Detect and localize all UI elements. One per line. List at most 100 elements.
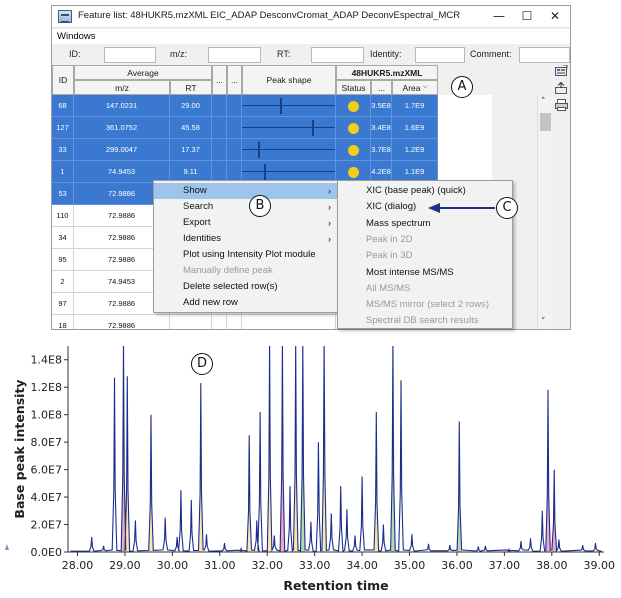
x-tick-label: 30.00 xyxy=(157,559,189,572)
cell-id-value: 18 xyxy=(58,321,67,330)
cell-id-value: 97 xyxy=(58,299,67,308)
col-status-header[interactable]: Status xyxy=(336,80,371,95)
cell-id-value: 95 xyxy=(58,255,67,264)
filter-identity-input[interactable] xyxy=(415,47,465,63)
menu-item-label: Show xyxy=(183,185,207,196)
app-icon xyxy=(58,10,72,23)
menu-item-delete-selected-row-s[interactable]: Delete selected row(s) xyxy=(154,279,338,295)
menu-item-search[interactable]: Search › xyxy=(154,199,338,215)
submenu-item-all-ms-ms[interactable]: All MS/MS xyxy=(338,281,512,297)
cell-rt-value: 9.11 xyxy=(183,167,198,176)
title-bar[interactable]: Feature list: 48HUKR5.mzXML EIC_ADAP Des… xyxy=(52,6,570,28)
filter-rt-input[interactable] xyxy=(311,47,364,63)
table-row[interactable]: 68 147.0231 29.00 3.5E8 1.7E9 xyxy=(52,95,492,117)
y-axis-label: Base peak intensity xyxy=(12,379,27,518)
menu-item-manually-define-peak[interactable]: Manually define peak xyxy=(154,263,338,279)
callout-c: C xyxy=(496,197,518,219)
col-more-header[interactable]: ... xyxy=(227,65,242,95)
y-tick-label: 8.0E7 xyxy=(31,436,62,449)
scroll-down-icon[interactable]: ˅ xyxy=(541,317,546,327)
status-dot-icon xyxy=(347,122,359,134)
scroll-thumb[interactable] xyxy=(540,113,551,131)
col-mz-header[interactable]: m/z xyxy=(74,80,170,95)
peak-shape-mark xyxy=(264,164,266,180)
peak-shape-baseline xyxy=(242,105,335,106)
cell-mz-value: 74.9453 xyxy=(107,167,136,176)
menu-item-identities[interactable]: Identities › xyxy=(154,231,338,247)
menu-windows[interactable]: Windows xyxy=(57,31,96,42)
cell-id-value: 2 xyxy=(60,277,65,286)
maximize-button[interactable]: ☐ xyxy=(521,9,533,23)
table-row[interactable]: 33 299.0047 17.37 3.7E8 1.2E9 xyxy=(52,139,492,161)
cell-rt-value: 29.00 xyxy=(181,101,200,110)
cell-area: 1.2E9 xyxy=(392,139,438,161)
submenu-item-spectral-db-search-results[interactable]: Spectral DB search results xyxy=(338,313,512,329)
menu-item-plot-using-intensity-plot-module[interactable]: Plot using Intensity Plot module xyxy=(154,247,338,263)
menu-item-add-new-row[interactable]: Add new row xyxy=(154,295,338,311)
filter-mz-input[interactable] xyxy=(208,47,261,63)
col-id-header[interactable]: ID xyxy=(52,65,74,95)
cell-rt-value: 45.58 xyxy=(181,123,200,132)
cell-mz-value: 74.9453 xyxy=(107,277,136,286)
peak-shape-baseline xyxy=(242,171,335,172)
export-icon[interactable] xyxy=(555,82,568,94)
submenu-item-xic-dialog[interactable]: XIC (dialog) xyxy=(338,199,512,215)
cell-mz-value: 72.9886 xyxy=(107,255,136,264)
menu-item-label: Add new row xyxy=(183,297,238,308)
col-peak-shape-header[interactable]: Peak shape xyxy=(242,65,336,95)
cell-area-value: 1.6E9 xyxy=(404,123,425,132)
minimize-button[interactable]: — xyxy=(493,9,505,23)
submenu-arrow-icon: › xyxy=(328,218,331,228)
show-submenu: XIC (base peak) (quick) XIC (dialog) Mass … xyxy=(337,180,513,329)
cell-mz: 147.0231 xyxy=(74,95,170,117)
y-tick-label: 0.0E0 xyxy=(31,546,62,559)
filter-rt-label: RT: xyxy=(277,49,291,59)
submenu-item-peak-in-3d[interactable]: Peak in 3D xyxy=(338,248,512,264)
submenu-item-peak-in-2d[interactable]: Peak in 2D xyxy=(338,232,512,248)
axis-marker-icon xyxy=(5,544,9,550)
menu-item-label: Delete selected row(s) xyxy=(183,281,278,292)
cell-mz-value: 72.9886 xyxy=(107,233,136,242)
col-more-header[interactable]: ... xyxy=(212,65,227,95)
close-button[interactable]: ✕ xyxy=(549,9,561,23)
status-cell xyxy=(336,139,371,161)
submenu-item-label: XIC (base peak) (quick) xyxy=(366,185,466,196)
submenu-item-xic-base-peak-quick[interactable]: XIC (base peak) (quick) xyxy=(338,183,512,199)
submenu-item-most-intense-ms-ms[interactable]: Most intense MS/MS xyxy=(338,265,512,281)
peak-shape-mark xyxy=(312,120,314,136)
empty-cell xyxy=(212,95,227,117)
submenu-item-mass-spectrum[interactable]: Mass spectrum xyxy=(338,216,512,232)
base-peak-trace xyxy=(70,346,602,552)
print-icon[interactable] xyxy=(555,99,568,111)
cell-height-value: 3.4E8 xyxy=(371,123,391,132)
col-rt-header[interactable]: RT xyxy=(170,80,212,95)
cell-mz-value: 299.0047 xyxy=(105,145,138,154)
vertical-scrollbar[interactable]: ˄ ˅ xyxy=(537,95,553,329)
col-area-header[interactable]: Area ⌵ xyxy=(392,80,438,95)
context-menu: Show › Search › Export › Identities › Plot using… xyxy=(153,180,339,313)
menu-item-export[interactable]: Export › xyxy=(154,215,338,231)
filter-id-input[interactable] xyxy=(104,47,156,63)
table-row[interactable]: 127 361.0752 45.58 3.4E8 1.6E9 xyxy=(52,117,492,139)
filter-comment-input[interactable] xyxy=(519,47,570,63)
callout-d: D xyxy=(191,353,213,375)
cell-id: 33 xyxy=(52,139,74,161)
submenu-item-label: Most intense MS/MS xyxy=(366,266,454,278)
table-settings-icon[interactable] xyxy=(555,65,568,77)
cell-id: 95 xyxy=(52,249,74,271)
col-height-header[interactable]: ... xyxy=(371,80,392,95)
submenu-arrow-icon: › xyxy=(328,234,331,244)
status-dot-icon xyxy=(347,144,359,156)
status-cell xyxy=(336,95,371,117)
cell-rt: 45.58 xyxy=(170,117,212,139)
cell-id-value: 34 xyxy=(58,233,67,242)
y-tick-label: 1.2E8 xyxy=(31,381,62,394)
scroll-up-icon[interactable]: ˄ xyxy=(541,97,546,107)
y-tick-label: 1.4E8 xyxy=(31,354,62,367)
cell-id-value: 53 xyxy=(58,189,67,198)
cell-id: 53 xyxy=(52,183,74,205)
submenu-item-label: All MS/MS xyxy=(366,282,411,294)
menu-item-show[interactable]: Show › xyxy=(154,183,338,199)
cell-id-value: 127 xyxy=(56,123,69,132)
submenu-item-ms-ms-mirror-select-2-rows[interactable]: MS/MS mirror (select 2 rows) xyxy=(338,297,512,313)
